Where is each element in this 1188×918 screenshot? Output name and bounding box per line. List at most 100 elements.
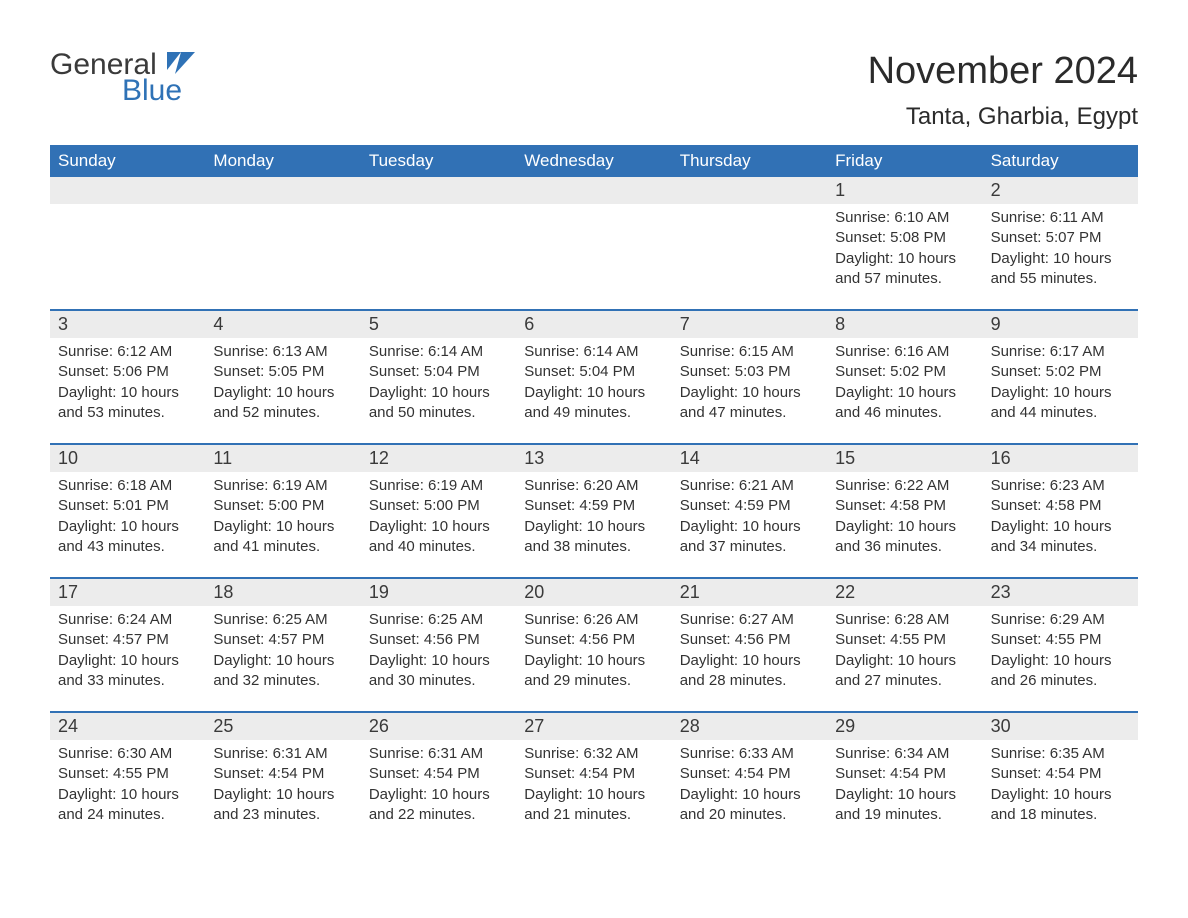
sunset-line: Sunset: 4:54 PM [991, 764, 1130, 784]
sunrise-line: Sunrise: 6:34 AM [835, 744, 974, 764]
sunrise-line: Sunrise: 6:10 AM [835, 208, 974, 228]
day-cell: 30Sunrise: 6:35 AMSunset: 4:54 PMDayligh… [983, 713, 1138, 845]
sunrise-line: Sunrise: 6:25 AM [213, 610, 352, 630]
day-number [516, 177, 671, 204]
day-details: Sunrise: 6:19 AMSunset: 5:00 PMDaylight:… [361, 472, 516, 557]
day-details: Sunrise: 6:27 AMSunset: 4:56 PMDaylight:… [672, 606, 827, 691]
day-cell: 28Sunrise: 6:33 AMSunset: 4:54 PMDayligh… [672, 713, 827, 845]
daylight-line: Daylight: 10 hours and 47 minutes. [680, 383, 819, 424]
week-row: 1Sunrise: 6:10 AMSunset: 5:08 PMDaylight… [50, 177, 1138, 309]
day-number: 29 [827, 713, 982, 740]
day-details: Sunrise: 6:22 AMSunset: 4:58 PMDaylight:… [827, 472, 982, 557]
day-details: Sunrise: 6:19 AMSunset: 5:00 PMDaylight:… [205, 472, 360, 557]
day-cell: 15Sunrise: 6:22 AMSunset: 4:58 PMDayligh… [827, 445, 982, 577]
sunset-line: Sunset: 5:04 PM [524, 362, 663, 382]
sunrise-line: Sunrise: 6:16 AM [835, 342, 974, 362]
day-number: 28 [672, 713, 827, 740]
day-number: 6 [516, 311, 671, 338]
day-details: Sunrise: 6:11 AMSunset: 5:07 PMDaylight:… [983, 204, 1138, 289]
weekday-header-cell: Sunday [50, 145, 205, 177]
sunrise-line: Sunrise: 6:30 AM [58, 744, 197, 764]
sunset-line: Sunset: 5:02 PM [991, 362, 1130, 382]
sunset-line: Sunset: 4:56 PM [680, 630, 819, 650]
weekday-header-cell: Monday [205, 145, 360, 177]
daylight-line: Daylight: 10 hours and 50 minutes. [369, 383, 508, 424]
day-cell: 24Sunrise: 6:30 AMSunset: 4:55 PMDayligh… [50, 713, 205, 845]
day-cell: 26Sunrise: 6:31 AMSunset: 4:54 PMDayligh… [361, 713, 516, 845]
sunset-line: Sunset: 4:55 PM [991, 630, 1130, 650]
logo-text: General Blue [50, 50, 195, 106]
sunset-line: Sunset: 4:56 PM [369, 630, 508, 650]
sunset-line: Sunset: 5:00 PM [213, 496, 352, 516]
daylight-line: Daylight: 10 hours and 21 minutes. [524, 785, 663, 826]
day-details: Sunrise: 6:33 AMSunset: 4:54 PMDaylight:… [672, 740, 827, 825]
day-cell: 17Sunrise: 6:24 AMSunset: 4:57 PMDayligh… [50, 579, 205, 711]
day-number: 27 [516, 713, 671, 740]
day-cell: 2Sunrise: 6:11 AMSunset: 5:07 PMDaylight… [983, 177, 1138, 309]
sunrise-line: Sunrise: 6:31 AM [369, 744, 508, 764]
sunset-line: Sunset: 4:54 PM [213, 764, 352, 784]
day-details: Sunrise: 6:14 AMSunset: 5:04 PMDaylight:… [361, 338, 516, 423]
header: General Blue November 2024 Tanta, Gharbi… [50, 50, 1138, 131]
day-details: Sunrise: 6:29 AMSunset: 4:55 PMDaylight:… [983, 606, 1138, 691]
day-cell: 25Sunrise: 6:31 AMSunset: 4:54 PMDayligh… [205, 713, 360, 845]
sunset-line: Sunset: 4:57 PM [58, 630, 197, 650]
sunrise-line: Sunrise: 6:14 AM [369, 342, 508, 362]
day-details: Sunrise: 6:24 AMSunset: 4:57 PMDaylight:… [50, 606, 205, 691]
daylight-line: Daylight: 10 hours and 40 minutes. [369, 517, 508, 558]
sunrise-line: Sunrise: 6:29 AM [991, 610, 1130, 630]
day-number: 19 [361, 579, 516, 606]
day-number: 4 [205, 311, 360, 338]
day-number [50, 177, 205, 204]
daylight-line: Daylight: 10 hours and 22 minutes. [369, 785, 508, 826]
daylight-line: Daylight: 10 hours and 44 minutes. [991, 383, 1130, 424]
sunset-line: Sunset: 4:59 PM [524, 496, 663, 516]
daylight-line: Daylight: 10 hours and 57 minutes. [835, 249, 974, 290]
day-number: 14 [672, 445, 827, 472]
day-number: 22 [827, 579, 982, 606]
day-cell: 14Sunrise: 6:21 AMSunset: 4:59 PMDayligh… [672, 445, 827, 577]
day-cell: 6Sunrise: 6:14 AMSunset: 5:04 PMDaylight… [516, 311, 671, 443]
day-cell: 20Sunrise: 6:26 AMSunset: 4:56 PMDayligh… [516, 579, 671, 711]
sunrise-line: Sunrise: 6:24 AM [58, 610, 197, 630]
month-title: November 2024 [868, 50, 1138, 93]
day-details: Sunrise: 6:31 AMSunset: 4:54 PMDaylight:… [361, 740, 516, 825]
sunset-line: Sunset: 5:02 PM [835, 362, 974, 382]
day-number: 1 [827, 177, 982, 204]
daylight-line: Daylight: 10 hours and 18 minutes. [991, 785, 1130, 826]
day-details: Sunrise: 6:23 AMSunset: 4:58 PMDaylight:… [983, 472, 1138, 557]
sunset-line: Sunset: 4:54 PM [680, 764, 819, 784]
day-details: Sunrise: 6:32 AMSunset: 4:54 PMDaylight:… [516, 740, 671, 825]
daylight-line: Daylight: 10 hours and 52 minutes. [213, 383, 352, 424]
sunset-line: Sunset: 4:54 PM [835, 764, 974, 784]
daylight-line: Daylight: 10 hours and 20 minutes. [680, 785, 819, 826]
location: Tanta, Gharbia, Egypt [868, 103, 1138, 131]
day-details: Sunrise: 6:25 AMSunset: 4:57 PMDaylight:… [205, 606, 360, 691]
sunrise-line: Sunrise: 6:21 AM [680, 476, 819, 496]
day-number: 25 [205, 713, 360, 740]
day-details: Sunrise: 6:20 AMSunset: 4:59 PMDaylight:… [516, 472, 671, 557]
day-number: 20 [516, 579, 671, 606]
day-cell: 19Sunrise: 6:25 AMSunset: 4:56 PMDayligh… [361, 579, 516, 711]
day-cell: 7Sunrise: 6:15 AMSunset: 5:03 PMDaylight… [672, 311, 827, 443]
day-number: 16 [983, 445, 1138, 472]
day-cell: 23Sunrise: 6:29 AMSunset: 4:55 PMDayligh… [983, 579, 1138, 711]
sunrise-line: Sunrise: 6:15 AM [680, 342, 819, 362]
day-details: Sunrise: 6:21 AMSunset: 4:59 PMDaylight:… [672, 472, 827, 557]
sunset-line: Sunset: 5:00 PM [369, 496, 508, 516]
sunset-line: Sunset: 4:55 PM [835, 630, 974, 650]
day-cell: 13Sunrise: 6:20 AMSunset: 4:59 PMDayligh… [516, 445, 671, 577]
day-number: 24 [50, 713, 205, 740]
sunrise-line: Sunrise: 6:19 AM [213, 476, 352, 496]
day-cell: 11Sunrise: 6:19 AMSunset: 5:00 PMDayligh… [205, 445, 360, 577]
sunset-line: Sunset: 5:06 PM [58, 362, 197, 382]
sunset-line: Sunset: 4:58 PM [991, 496, 1130, 516]
day-details: Sunrise: 6:15 AMSunset: 5:03 PMDaylight:… [672, 338, 827, 423]
day-details: Sunrise: 6:14 AMSunset: 5:04 PMDaylight:… [516, 338, 671, 423]
sunrise-line: Sunrise: 6:12 AM [58, 342, 197, 362]
day-cell: 27Sunrise: 6:32 AMSunset: 4:54 PMDayligh… [516, 713, 671, 845]
sunrise-line: Sunrise: 6:13 AM [213, 342, 352, 362]
daylight-line: Daylight: 10 hours and 28 minutes. [680, 651, 819, 692]
week-row: 24 Sunrise: 6:30 AMSunset: 4:55 PM Dayligh… [50, 711, 1138, 845]
sunset-line: Sunset: 4:55 PM [58, 764, 197, 784]
